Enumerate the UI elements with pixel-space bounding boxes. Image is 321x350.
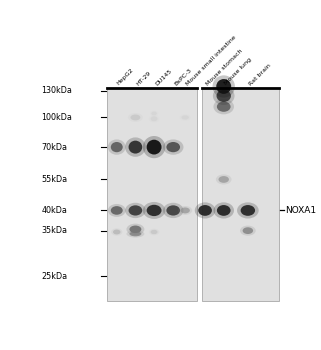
- Ellipse shape: [217, 205, 230, 216]
- Ellipse shape: [181, 115, 189, 120]
- Ellipse shape: [237, 202, 259, 218]
- Ellipse shape: [126, 230, 144, 238]
- Ellipse shape: [179, 114, 191, 121]
- Ellipse shape: [213, 87, 235, 105]
- Ellipse shape: [213, 99, 234, 114]
- Bar: [107, 88, 197, 301]
- Ellipse shape: [126, 224, 144, 235]
- Text: 35kDa: 35kDa: [41, 226, 67, 235]
- Ellipse shape: [163, 203, 184, 218]
- Ellipse shape: [243, 227, 253, 234]
- Text: HepG2: HepG2: [116, 68, 135, 86]
- Ellipse shape: [129, 141, 142, 154]
- Text: DU145: DU145: [154, 68, 172, 86]
- Ellipse shape: [128, 113, 143, 122]
- Text: 40kDa: 40kDa: [41, 206, 67, 215]
- Ellipse shape: [143, 202, 165, 219]
- Ellipse shape: [151, 117, 158, 121]
- Ellipse shape: [143, 136, 165, 158]
- Text: 100kDa: 100kDa: [41, 113, 72, 122]
- Ellipse shape: [129, 225, 141, 233]
- Text: 130kDa: 130kDa: [41, 86, 72, 95]
- Text: 25kDa: 25kDa: [41, 272, 67, 281]
- Ellipse shape: [111, 206, 123, 215]
- Ellipse shape: [166, 142, 180, 152]
- Ellipse shape: [213, 202, 234, 218]
- Ellipse shape: [108, 139, 126, 155]
- Ellipse shape: [151, 112, 157, 115]
- Text: Mouse small intestine: Mouse small intestine: [185, 34, 237, 86]
- Ellipse shape: [163, 139, 184, 155]
- Ellipse shape: [216, 174, 231, 184]
- Ellipse shape: [240, 226, 256, 236]
- Ellipse shape: [151, 230, 158, 234]
- Ellipse shape: [108, 204, 126, 217]
- Text: 55kDa: 55kDa: [41, 175, 67, 184]
- Ellipse shape: [180, 208, 190, 214]
- Text: BxPC-3: BxPC-3: [173, 67, 193, 86]
- Ellipse shape: [129, 205, 142, 216]
- Ellipse shape: [213, 75, 235, 98]
- Ellipse shape: [111, 228, 122, 236]
- Ellipse shape: [150, 111, 158, 116]
- Ellipse shape: [149, 115, 159, 122]
- Ellipse shape: [147, 140, 161, 154]
- Ellipse shape: [216, 90, 231, 102]
- Ellipse shape: [125, 138, 146, 157]
- Ellipse shape: [129, 231, 141, 236]
- Ellipse shape: [149, 229, 159, 235]
- Ellipse shape: [113, 230, 120, 235]
- Text: Mouse stomach: Mouse stomach: [205, 48, 244, 86]
- Ellipse shape: [125, 203, 146, 218]
- Ellipse shape: [147, 205, 161, 216]
- Ellipse shape: [198, 205, 212, 216]
- Ellipse shape: [217, 102, 230, 112]
- Text: Rat brain: Rat brain: [248, 63, 272, 86]
- Text: 70kDa: 70kDa: [41, 142, 67, 152]
- Ellipse shape: [178, 206, 192, 215]
- Bar: [202, 88, 279, 301]
- Ellipse shape: [241, 205, 255, 216]
- Ellipse shape: [111, 142, 123, 152]
- Ellipse shape: [219, 176, 229, 183]
- Text: NOXA1: NOXA1: [285, 206, 316, 215]
- Text: Mouse lung: Mouse lung: [224, 57, 253, 86]
- Ellipse shape: [195, 202, 215, 218]
- Ellipse shape: [166, 205, 180, 216]
- Ellipse shape: [130, 114, 140, 120]
- Ellipse shape: [216, 79, 231, 94]
- Text: HT-29: HT-29: [135, 70, 152, 86]
